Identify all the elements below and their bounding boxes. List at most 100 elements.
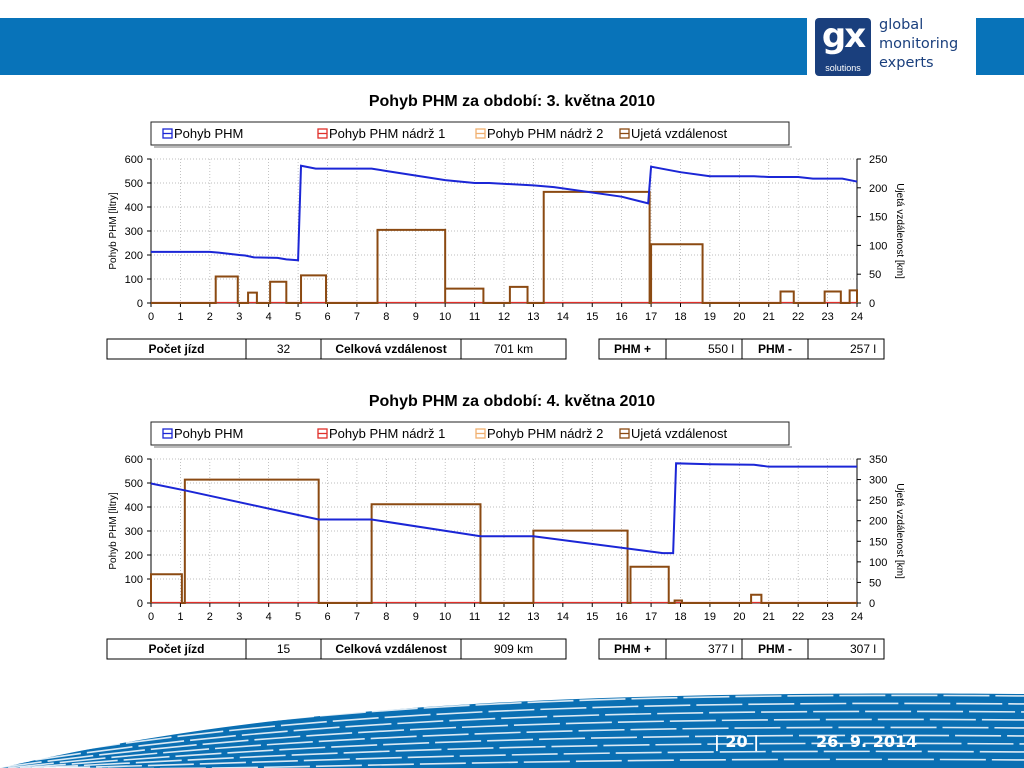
legend-box: [150, 121, 790, 146]
x-tick-label: 1: [177, 311, 183, 323]
legend-label: Pohyb PHM: [174, 126, 243, 141]
x-tick-label: 4: [266, 311, 272, 323]
y2-tick-label: 200: [869, 183, 887, 195]
company-logo: gx solutions global monitoring experts: [807, 12, 976, 78]
fuel-chart-may-3: Pohyb PHM za období: 3. května 2010 Pohyb…: [106, 93, 905, 360]
footer-wave-stripe: [31, 742, 1024, 768]
x-tick-label: 5: [295, 611, 301, 623]
y-tick-label: 500: [125, 178, 143, 190]
y-tick-label: 200: [125, 250, 143, 262]
legend-shadow: [154, 146, 792, 148]
series-fuel-line: [150, 462, 857, 555]
x-tick-label: 9: [413, 611, 419, 623]
y2-tick-label: 0: [869, 598, 875, 610]
x-tick-label: 21: [763, 311, 775, 323]
summary-trips-label: Počet jízd: [148, 642, 204, 656]
y-tick-label: 300: [125, 526, 143, 538]
distance-bar: [781, 291, 794, 303]
legend-label: Pohyb PHM nádrž 2: [487, 126, 603, 141]
y-tick-label: 400: [125, 502, 143, 514]
x-tick-label: 16: [616, 311, 628, 323]
x-tick-label: 19: [704, 311, 716, 323]
x-tick-label: 19: [704, 611, 716, 623]
distance-bar: [825, 291, 841, 303]
x-tick-label: 17: [645, 611, 657, 623]
distance-bar: [185, 480, 319, 603]
summary-fuel-out: 257 l: [850, 342, 876, 356]
distance-bar: [372, 504, 481, 603]
x-tick-label: 9: [413, 311, 419, 323]
y-tick-label: 300: [125, 226, 143, 238]
y-tick-label: 400: [125, 202, 143, 214]
fuel-chart-may-4: Pohyb PHM za období: 4. května 2010 Pohyb…: [106, 393, 905, 660]
distance-bar: [651, 244, 702, 303]
tagline-line-2: monitoring: [879, 36, 959, 52]
summary-cell: [807, 638, 885, 660]
footer-wave-stripe: [7, 726, 1024, 768]
x-tick-label: 13: [527, 611, 539, 623]
x-tick-label: 20: [733, 611, 745, 623]
x-tick-label: 22: [792, 311, 804, 323]
distance-bar: [630, 567, 668, 603]
x-tick-label: 1: [177, 611, 183, 623]
y-axis-label: Pohyb PHM [litry]: [108, 192, 119, 269]
y2-tick-label: 100: [869, 557, 887, 569]
y2-tick-label: 200: [869, 516, 887, 528]
x-tick-label: 2: [207, 611, 213, 623]
x-tick-label: 6: [324, 311, 330, 323]
x-tick-label: 21: [763, 611, 775, 623]
distance-bar: [216, 277, 238, 303]
x-tick-label: 3: [236, 311, 242, 323]
y-tick-label: 0: [137, 598, 143, 610]
footer-wave-stripe: [43, 750, 1024, 768]
summary-fuel-in: 377 l: [708, 642, 734, 656]
x-tick-label: 24: [851, 611, 863, 623]
y2-tick-label: 150: [869, 212, 887, 224]
y2-tick-label: 250: [869, 154, 887, 166]
distance-bar: [248, 293, 257, 303]
x-tick-label: 18: [674, 311, 686, 323]
distance-bar: [510, 287, 528, 303]
legend-label: Ujetá vzdálenost: [631, 126, 727, 141]
summary-cell: [460, 638, 567, 660]
chart-title: Pohyb PHM za období: 4. května 2010: [369, 393, 655, 410]
logo-sub: solutions: [825, 63, 861, 73]
y-tick-label: 200: [125, 550, 143, 562]
summary-trips: 15: [277, 642, 291, 656]
y-tick-label: 100: [125, 274, 143, 286]
footer-wave-stripe: [0, 702, 1024, 764]
x-tick-label: 11: [469, 311, 480, 323]
legend-label: Pohyb PHM nádrž 1: [329, 126, 445, 141]
legend-label: Pohyb PHM nádrž 1: [329, 426, 445, 441]
x-tick-label: 14: [557, 311, 569, 323]
tagline-line-1: global: [879, 17, 924, 33]
y-tick-label: 600: [125, 154, 143, 166]
footer-date: 26. 9. 2014: [816, 732, 918, 751]
y2-tick-label: 150: [869, 536, 887, 548]
summary-fuel-out: 307 l: [850, 642, 876, 656]
footer-wave-fill: [0, 693, 1024, 768]
x-tick-label: 23: [821, 311, 833, 323]
y2-tick-label: 50: [869, 577, 881, 589]
footer-wave: [0, 693, 1024, 768]
y2-tick-label: 250: [869, 495, 887, 507]
y2-tick-label: 100: [869, 240, 887, 252]
x-tick-label: 20: [733, 311, 745, 323]
y-tick-label: 500: [125, 478, 143, 490]
summary-trips-label: Počet jízd: [148, 342, 204, 356]
x-tick-label: 16: [616, 611, 628, 623]
summary-distance: 909 km: [494, 642, 533, 656]
x-tick-label: 8: [383, 611, 389, 623]
chart-title: Pohyb PHM za období: 3. května 2010: [369, 93, 655, 110]
distance-bar: [445, 289, 483, 303]
x-tick-label: 24: [851, 311, 863, 323]
footer-wave-stripe: [19, 734, 1024, 768]
distance-bar: [850, 290, 857, 303]
x-tick-label: 15: [586, 611, 598, 623]
summary-distance-label: Celková vzdálenost: [335, 642, 446, 656]
logo-tagline: global monitoring experts: [879, 16, 958, 73]
y2-tick-label: 300: [869, 475, 887, 487]
summary-trips: 32: [277, 342, 291, 356]
summary-fuel-in: 550 l: [708, 342, 734, 356]
summary-fuel-out_label: PHM -: [758, 642, 792, 656]
